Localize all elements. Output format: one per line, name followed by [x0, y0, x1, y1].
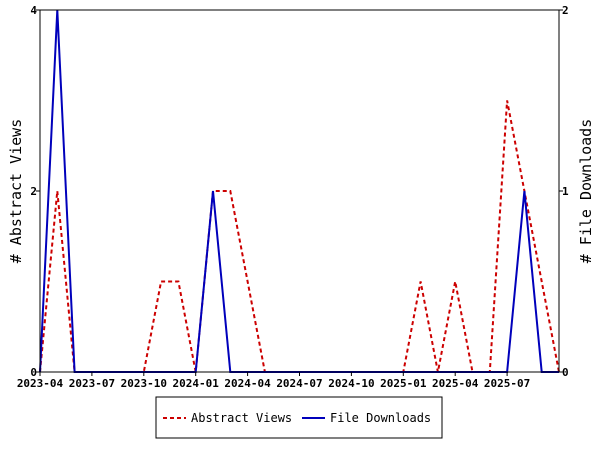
x-tick-label: 2024-01: [173, 377, 220, 390]
y-axis-left: 0 2 4: [30, 4, 40, 379]
y-tick-label-left: 4: [30, 4, 37, 17]
y-axis-right: 0 1 2: [559, 4, 569, 379]
x-tick-label: 2023-04: [17, 377, 64, 390]
legend-label-abstract-views: Abstract Views: [191, 411, 292, 425]
y-tick-label-right: 2: [562, 4, 569, 17]
x-tick-label: 2024-04: [224, 377, 271, 390]
y-tick-label-left: 0: [30, 366, 37, 379]
x-axis: 2023-04 2023-07 2023-10 2024-01 2024-04 2024-…: [17, 372, 530, 390]
legend-label-file-downloads: File Downloads: [330, 411, 431, 425]
plot-frame: [39, 9, 560, 373]
x-tick-label: 2024-10: [328, 377, 374, 390]
x-tick-label: 2025-01: [380, 377, 427, 390]
series-line-abstract-views: [39, 100, 560, 373]
y-axis-left-title: # Abstract Views: [7, 119, 25, 264]
plot-marks: [39, 9, 560, 373]
y-axis-right-title: # File Downloads: [577, 119, 595, 264]
y-tick-label-right: 0: [562, 366, 569, 379]
legend-box: [155, 396, 443, 439]
x-tick-label: 2023-10: [121, 377, 167, 390]
x-tick-label: 2025-04: [432, 377, 479, 390]
y-tick-label-left: 2: [30, 185, 37, 198]
legend: Abstract Views File Downloads: [155, 396, 443, 439]
x-tick-label: 2024-07: [276, 377, 322, 390]
series-line-file-downloads: [39, 9, 559, 373]
y-tick-label-right: 1: [562, 185, 569, 198]
x-tick-label: 2023-07: [69, 377, 115, 390]
x-tick-label: 2025-07: [484, 377, 530, 390]
